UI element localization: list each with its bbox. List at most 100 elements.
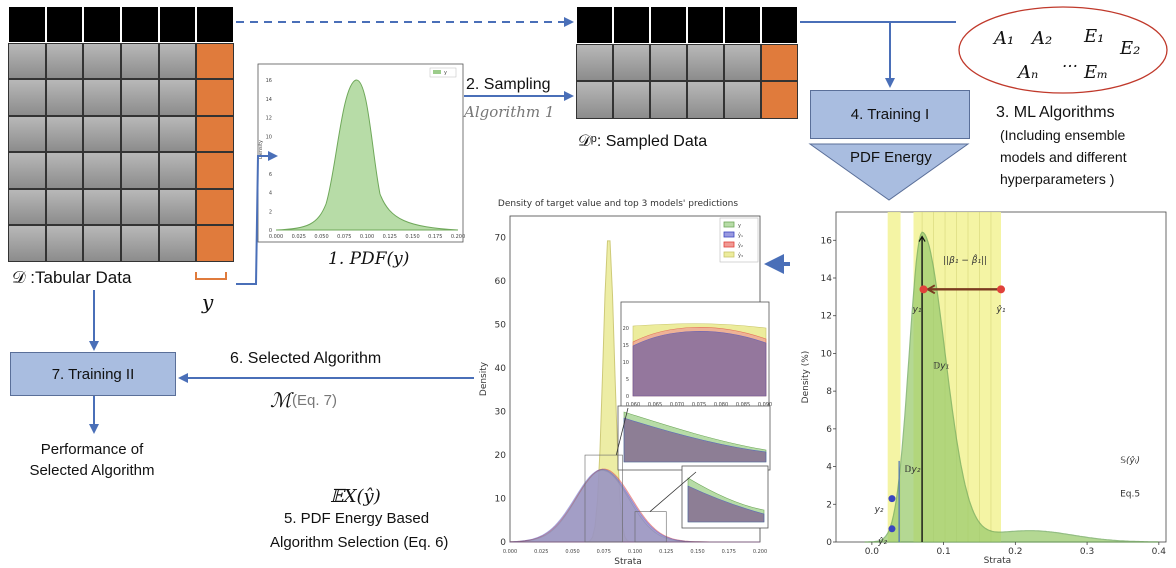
- energy-density-curve: [864, 231, 1159, 543]
- table-cell: [687, 81, 724, 119]
- inset-2-y1: [623, 417, 767, 463]
- pdf-small-density-curve: [275, 79, 459, 231]
- ml-algorithms-desc-2: models and different: [1000, 149, 1127, 165]
- table-cell: [121, 79, 159, 116]
- training-1-box: 4. Training I: [810, 90, 970, 139]
- table-cell: [196, 225, 234, 262]
- ml-algo-e2: E₂: [1120, 38, 1141, 59]
- table-header-cell: [196, 6, 234, 43]
- table-cell: [650, 43, 687, 82]
- ml-algorithms-title: 3. ML Algorithms: [996, 104, 1115, 121]
- inset-1-ytick: 5: [626, 377, 629, 383]
- main-chart-xtick: 0.175: [722, 549, 736, 555]
- table-cell: [8, 152, 46, 189]
- pdf-small-ytick: 8: [269, 153, 272, 159]
- table-cell: [83, 42, 121, 80]
- selected-eq-label: (Eq. 7): [292, 392, 338, 409]
- main-chart-ylabel: Density: [479, 361, 489, 396]
- pdf-small-xtick: 0.100: [360, 234, 374, 240]
- y1-label: y₁: [912, 305, 922, 315]
- table-header-cell: [83, 6, 121, 43]
- pdf-small-xtick: 0.175: [428, 234, 442, 240]
- energy-ytick: 12: [821, 312, 832, 322]
- energy-xtick: 0.0: [865, 547, 880, 557]
- pdf-small-caption: 1. PDF(y): [328, 249, 410, 269]
- selected-algorithm-label: 6. Selected Algorithm: [230, 350, 382, 367]
- zoom-line-2: [649, 471, 697, 512]
- table-header-cell: [8, 6, 46, 43]
- ml-algo-em: Eₘ: [1084, 62, 1109, 83]
- strata-band-1: [887, 212, 901, 542]
- energy-ytick: 10: [821, 349, 833, 359]
- energy-xlabel: Strata: [984, 556, 1012, 566]
- inset-1-xtick: 0.065: [648, 402, 662, 408]
- table-cell: [196, 42, 234, 80]
- table-cell: [158, 79, 197, 116]
- table-header-cell: [724, 6, 761, 44]
- beta-arrowhead: [925, 284, 936, 295]
- main-chart-xlabel: Strata: [614, 557, 642, 567]
- table-cell: [196, 115, 234, 153]
- pdf-small-legend-swatch: [433, 70, 441, 74]
- energy-ytick: 14: [821, 274, 833, 284]
- table-cell: [687, 43, 724, 82]
- table-cell: [8, 225, 46, 262]
- inset-1-xtick: 0.070: [670, 402, 684, 408]
- legend-label: ŷ₁: [738, 232, 743, 239]
- table-cell: [158, 225, 197, 262]
- pdf-small-xtick: 0.050: [314, 234, 328, 240]
- table-header-cell: [613, 6, 650, 44]
- legend-swatch: [723, 221, 735, 228]
- zoom-box-2: [634, 511, 667, 543]
- table-cell: [8, 115, 46, 153]
- main-chart-xtick: 0.075: [597, 549, 611, 555]
- ml-algo-an: Aₙ: [1018, 62, 1039, 83]
- training-2-box: 7. Training II: [10, 352, 176, 396]
- table-cell: [45, 79, 84, 116]
- main-chart-xtick: 0.050: [565, 549, 579, 555]
- table-cell: [724, 43, 761, 82]
- series-y2-curve: [509, 468, 760, 543]
- main-chart-ytick: 10: [495, 495, 507, 505]
- y1hat-point: [997, 285, 1005, 294]
- table-header-cell: [687, 6, 724, 44]
- y2hat-point: [888, 525, 896, 533]
- inset-1-xtick: 0.075: [692, 402, 706, 408]
- ml-algorithms-ellipse: [958, 6, 1168, 94]
- main-chart-xtick: 0.025: [534, 549, 548, 555]
- pdf-energy-label: PDF Energy: [850, 149, 932, 166]
- legend-swatch: [723, 241, 735, 248]
- table-cell: [121, 188, 159, 226]
- main-chart-ytick: 20: [495, 451, 507, 461]
- table-cell: [196, 79, 234, 116]
- zoom-line-1: [615, 407, 629, 456]
- table-cell: [158, 152, 197, 189]
- inset-1-xtick: 0.090: [758, 402, 772, 408]
- table-cell: [576, 43, 613, 82]
- table-header-cell: [576, 6, 613, 44]
- table-cell: [83, 188, 121, 226]
- table-header-cell: [650, 6, 687, 44]
- table-cell: [121, 42, 159, 80]
- main-chart-inset-3: [681, 465, 769, 529]
- table-cell: [724, 81, 761, 119]
- main-chart-xtick: 0.000: [503, 549, 517, 555]
- main-density-chart: Density of target value and top 3 models…: [479, 199, 772, 567]
- training-1-label: 4. Training I: [850, 106, 930, 123]
- table-header-cell: [761, 6, 798, 44]
- energy-ytick: 4: [826, 463, 832, 473]
- main-chart-xtick: 0.150: [690, 549, 704, 555]
- energy-ytick: 0: [826, 538, 832, 548]
- pdf-small-ytick: 14: [266, 97, 272, 103]
- table-cell: [83, 115, 121, 153]
- ml-algo-a2: A₂: [1032, 28, 1053, 49]
- tabular-data-caption: 𝒟 :Tabular Data: [12, 268, 132, 287]
- beta-label: ||β₁ − β̂₁||: [943, 253, 987, 266]
- table-cell: [761, 81, 798, 119]
- legend-swatch: [723, 251, 735, 258]
- y1hat-label: ŷ₁: [996, 305, 1006, 315]
- pdf-small-ylabel: Density: [258, 140, 264, 159]
- pdf-small-xtick: 0.000: [269, 234, 283, 240]
- table-cell: [45, 115, 84, 153]
